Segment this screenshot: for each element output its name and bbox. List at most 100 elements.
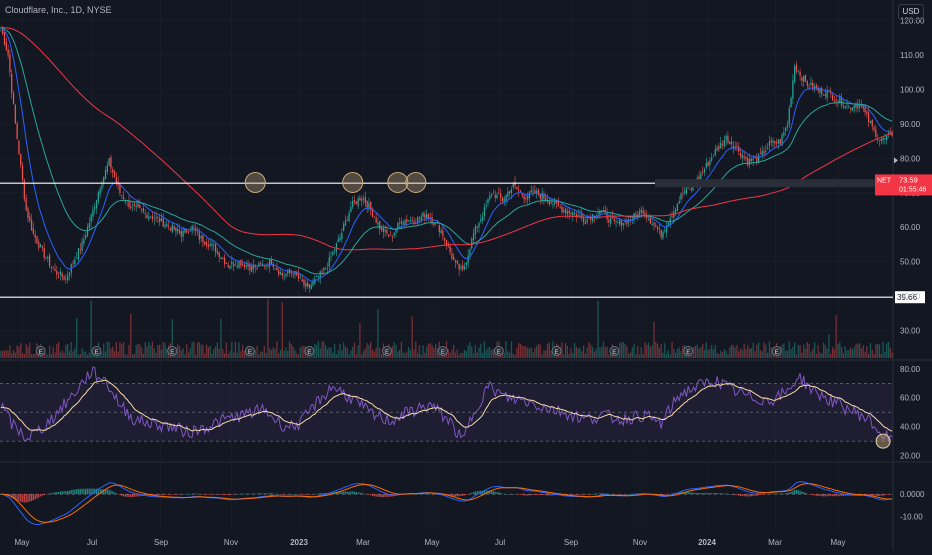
volume-bar (177, 344, 179, 358)
candle (498, 187, 500, 195)
candle-body (88, 223, 90, 229)
candle-body (355, 201, 357, 204)
volume-bar (407, 347, 410, 358)
candle (189, 226, 191, 232)
macd-hist-bar (572, 494, 574, 495)
candle (770, 137, 772, 148)
last-price-tag (875, 174, 932, 196)
volume-bar (521, 345, 523, 358)
macd-hist-bar (608, 494, 610, 495)
macd-hist-bar (611, 494, 614, 495)
macd-hist-bar (503, 493, 505, 495)
macd-hist-bar (314, 494, 316, 495)
macd-hist-bar (530, 494, 532, 496)
macd-hist-bar (133, 494, 136, 497)
candle-body (463, 266, 466, 270)
candle-body (828, 91, 830, 93)
volume-bar (702, 343, 704, 358)
candle (148, 211, 150, 222)
macd-hist-bar (344, 491, 347, 495)
macd-hist-bar (696, 492, 698, 495)
macd-hist-bar (599, 493, 601, 495)
volume-bar (738, 351, 740, 358)
volume-bar (211, 353, 213, 358)
candle-body (379, 221, 381, 230)
macd-hist-bar (878, 494, 881, 496)
candle-body (128, 201, 130, 208)
earnings-label: E (497, 350, 501, 356)
candle (712, 154, 715, 158)
volume-bar (595, 348, 597, 358)
macd-hist-bar (723, 493, 725, 495)
volume-bar (223, 353, 226, 358)
candle (67, 270, 69, 284)
candle-body (747, 158, 749, 166)
currency-button[interactable]: USD (898, 4, 924, 20)
candle-body (849, 107, 852, 110)
price-marker-icon (894, 157, 898, 164)
macd-hist-bar (460, 494, 462, 497)
candle-body (108, 158, 110, 166)
candle (99, 186, 101, 198)
candle-body (862, 106, 864, 109)
candle-body (81, 241, 83, 251)
macd-hist-bar (738, 494, 740, 496)
macd-hist-bar (198, 493, 200, 495)
macd-hist-bar (573, 494, 576, 495)
macd-hist-bar (756, 494, 758, 496)
macd-hist-bar (776, 493, 778, 495)
candle-body (871, 120, 873, 127)
candle-body (445, 239, 448, 246)
candle-body (198, 232, 200, 240)
volume-bar (83, 351, 85, 358)
candle-body (30, 219, 33, 231)
candle (3, 32, 6, 47)
candle (272, 261, 274, 271)
macd-hist-bar (420, 493, 422, 495)
candle-body (7, 49, 9, 56)
candle (454, 259, 457, 269)
candle (676, 202, 679, 211)
level-label-bg (895, 291, 925, 304)
volume-bar (794, 342, 796, 358)
candle (842, 100, 845, 110)
volume-bar (573, 342, 576, 358)
earnings-marker (551, 346, 562, 356)
macd-hist-bar (77, 488, 80, 495)
candle (851, 107, 854, 112)
candle-body (142, 208, 145, 212)
candle-body (32, 228, 35, 234)
time-axis: May Jul Sep Nov 2023 Mar May Jul Sep Nov 2024 Mar Ma… (14, 538, 845, 547)
macd-hist-bar (384, 494, 386, 497)
candle-body (205, 242, 208, 246)
candle-body (362, 198, 365, 200)
candle (380, 225, 383, 233)
candle (330, 251, 332, 262)
volume-bar (287, 351, 289, 358)
candle (169, 226, 172, 232)
macd-hist-bar (801, 491, 803, 495)
candle (557, 197, 559, 208)
candle-body (157, 217, 159, 218)
volume-bar (252, 353, 255, 358)
volume-bar (79, 353, 81, 358)
time-tick: Mar (768, 538, 782, 547)
macd-hist-bar (539, 494, 541, 496)
candle-body (460, 266, 462, 269)
earnings-marker (683, 346, 694, 356)
macd-hist-bar (27, 494, 29, 503)
volume-bar (195, 354, 197, 358)
volume-bar (76, 318, 78, 358)
macd-hist-bar (353, 491, 356, 495)
volume-bar (422, 345, 424, 358)
candle (402, 219, 404, 225)
macd-hist-bar (766, 494, 769, 495)
candle (359, 194, 361, 201)
volume-bar (77, 354, 80, 358)
candle (745, 155, 747, 163)
macd-hist-bar (240, 493, 242, 495)
macd-hist-bar (426, 493, 428, 495)
macd-hist-bar (131, 494, 134, 498)
candle-body (16, 123, 18, 139)
